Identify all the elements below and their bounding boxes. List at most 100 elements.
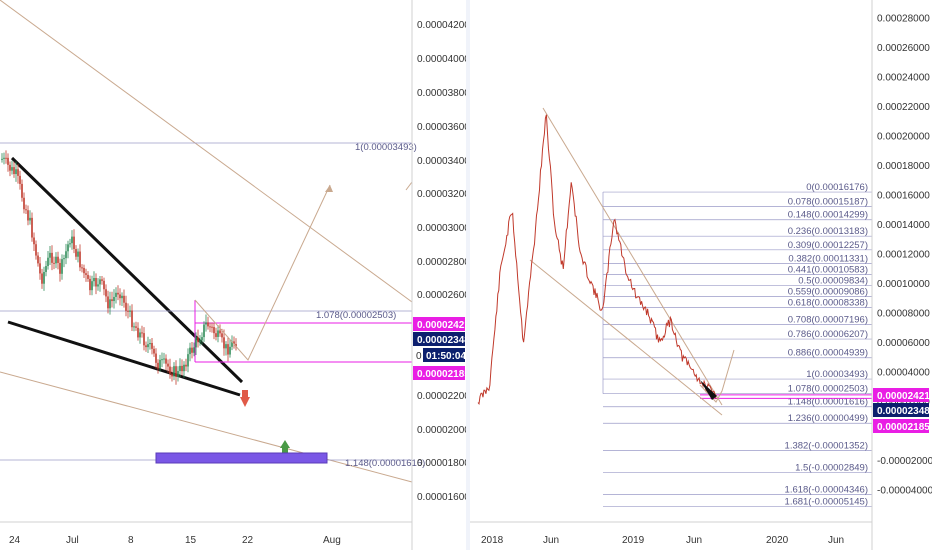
- wedge-upper-line[interactable]: [10, 156, 244, 384]
- right-fib-label-9: 0.618(0.00008338): [788, 298, 868, 309]
- candle-body: [95, 278, 97, 287]
- candle-body: [163, 358, 165, 360]
- right-y-tick-13: 0.00002000: [877, 397, 930, 408]
- candle-body: [99, 279, 101, 285]
- candle-body: [191, 347, 193, 353]
- candle-body: [123, 295, 125, 303]
- right-fib-label-13: 1(0.00003493): [806, 369, 868, 380]
- candle-body: [213, 327, 215, 334]
- left-trend-line-1[interactable]: [0, 0, 413, 303]
- candle-body: [93, 278, 95, 282]
- candle-body: [127, 310, 129, 312]
- candle-body: [69, 243, 71, 245]
- candle-body: [143, 333, 145, 346]
- right-x-tick-0: 2018: [481, 535, 504, 546]
- candle-body: [145, 345, 147, 348]
- left-zero-marker: 0: [416, 351, 422, 362]
- down-arrow-icon[interactable]: [240, 397, 250, 407]
- right-x-tick-1: Jun: [543, 535, 559, 546]
- candle-body: [63, 258, 65, 260]
- left-tag-upper: 0.00002421: [417, 320, 470, 331]
- candle-body: [21, 183, 23, 198]
- left-y-tick-7: 0.00002800: [417, 257, 470, 268]
- left-y-tick-11: 0.00001800: [417, 458, 470, 469]
- right-price-tags: 0.00002421 0.00002348 0.00002185: [873, 388, 930, 433]
- candle-body: [67, 244, 69, 252]
- candle-body: [171, 373, 173, 377]
- right-y-tick-2: 0.00024000: [877, 73, 930, 84]
- right-y-tick-15: -0.00004000: [877, 486, 932, 497]
- candle-body: [129, 310, 131, 312]
- right-y-tick-5: 0.00018000: [877, 161, 930, 172]
- projection-path[interactable]: [194, 184, 331, 361]
- candle-body: [73, 236, 75, 250]
- left-fib-label-2: 1.078(0.00002503): [316, 310, 396, 321]
- candle-body: [105, 289, 107, 297]
- candle-body: [3, 157, 5, 159]
- candle-body: [187, 354, 189, 367]
- candle-body: [185, 364, 187, 367]
- right-tag-upper: 0.00002421: [877, 391, 930, 402]
- right-y-tick-11: 0.00006000: [877, 338, 930, 349]
- candle-body: [5, 157, 7, 159]
- left-x-tick-3: 15: [185, 535, 197, 546]
- candle-body: [227, 344, 229, 355]
- candle-body: [199, 340, 201, 343]
- candle-body: [75, 249, 77, 257]
- candle-body: [203, 324, 205, 338]
- target-zone-box[interactable]: [155, 452, 328, 464]
- candle-body: [91, 281, 93, 291]
- right-y-tick-8: 0.00012000: [877, 250, 930, 261]
- candle-body: [211, 326, 213, 328]
- candle-body: [231, 341, 233, 347]
- candle-body: [165, 358, 167, 364]
- projection-arrowhead: [325, 185, 333, 192]
- left-y-tick-1: 0.00004000: [417, 54, 470, 65]
- candle-body: [97, 284, 99, 287]
- right-fib-levels: 0(0.00016176) 0.078(0.00015187) 0.148(0.00…: [602, 182, 872, 507]
- candle-body: [19, 175, 21, 184]
- candle-body: [61, 259, 63, 274]
- right-y-tick-14: -0.00002000: [877, 456, 932, 467]
- left-trend-line-2[interactable]: [0, 371, 413, 483]
- candle-body: [119, 294, 121, 299]
- candle-body: [101, 279, 103, 281]
- right-tag-upper-bg: [873, 388, 929, 402]
- panel-divider[interactable]: [466, 0, 470, 550]
- candle-body: [113, 296, 115, 302]
- right-trend-lower[interactable]: [529, 259, 723, 416]
- candle-body: [89, 278, 91, 291]
- right-fib-label-10: 0.708(0.00007196): [788, 314, 868, 325]
- candle-body: [23, 197, 25, 210]
- candle-body: [233, 341, 235, 345]
- right-y-tick-6: 0.00016000: [877, 191, 930, 202]
- right-tag-lower-bg: [873, 419, 929, 433]
- candle-body: [195, 337, 197, 348]
- left-chart-panel[interactable]: 1(0.00003493) 1.078(0.00002503) 1.148(0.…: [0, 0, 470, 550]
- right-fib-label-3: 0.236(0.00013183): [788, 226, 868, 237]
- right-chart-panel[interactable]: 0(0.00016176) 0.078(0.00015187) 0.148(0.00…: [470, 0, 932, 550]
- candle-body: [133, 326, 135, 328]
- right-projection[interactable]: [699, 349, 735, 403]
- right-fib-label-19: 1.618(-0.00004346): [785, 485, 868, 496]
- candle-body: [141, 332, 143, 334]
- candle-body: [41, 273, 43, 284]
- candle-body: [205, 322, 207, 325]
- wedge-lower-line[interactable]: [7, 320, 241, 397]
- candle-body: [35, 244, 37, 256]
- right-trend-upper[interactable]: [542, 107, 723, 406]
- left-y-tick-10: 0.00002000: [417, 425, 470, 436]
- candle-body: [37, 255, 39, 264]
- up-arrow-icon[interactable]: [280, 440, 290, 448]
- candle-body: [65, 251, 67, 259]
- right-fib-label-20: 1.681(-0.00005145): [785, 496, 868, 507]
- candle-body: [235, 344, 237, 347]
- candle-body: [217, 330, 219, 337]
- candle-body: [221, 333, 223, 338]
- candle-body: [179, 365, 181, 372]
- candle-body: [135, 326, 137, 328]
- candle-body: [39, 263, 41, 274]
- right-wedge: [700, 380, 717, 400]
- candle-body: [7, 157, 9, 165]
